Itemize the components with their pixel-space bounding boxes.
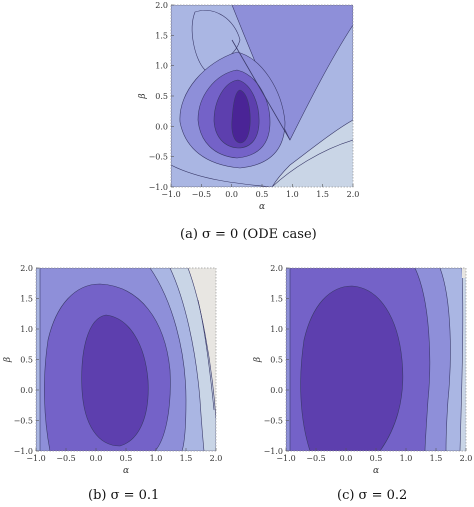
x-tick-label: 2.0: [347, 190, 360, 199]
y-tick-label: 2.0: [270, 264, 283, 273]
y-tick-label: 1.5: [20, 295, 33, 304]
y-axis-label: β: [3, 357, 13, 363]
x-tick-label: −1.0: [161, 190, 180, 199]
x-tick-label: 0.5: [370, 454, 383, 463]
y-tick-label: 0.5: [155, 92, 168, 101]
y-tick-label: 1.0: [20, 325, 33, 334]
y-axis-label: β: [253, 357, 263, 363]
y-tick-label: −0.5: [149, 153, 168, 162]
y-tick-label: −1.0: [264, 447, 283, 456]
y-tick-label: 1.5: [155, 31, 168, 40]
y-tick-label: 2.0: [155, 1, 168, 10]
caption-a: (a) σ = 0 (ODE case): [180, 227, 317, 242]
y-tick-label: 1.0: [155, 62, 168, 71]
contour-line: [231, 39, 291, 141]
y-tick-label: 1.5: [270, 295, 283, 304]
y-tick-label: 0.0: [20, 386, 33, 395]
contour-plot-b: [35, 267, 217, 452]
x-tick-label: −1.0: [26, 454, 45, 463]
contour-line: [197, 299, 215, 411]
contour-region: [81, 314, 149, 447]
contour-line: [271, 139, 353, 187]
y-tick-label: 0.5: [270, 356, 283, 365]
y-tick-label: −0.5: [14, 417, 33, 426]
x-axis-label: α: [123, 466, 129, 476]
y-tick-label: −0.5: [264, 417, 283, 426]
contour-plot-a: [170, 4, 354, 188]
x-tick-label: 0.0: [225, 190, 238, 199]
y-tick-label: −1.0: [14, 447, 33, 456]
x-tick-label: 2.0: [210, 454, 223, 463]
x-tick-label: 1.0: [286, 190, 299, 199]
x-tick-label: 0.5: [256, 190, 269, 199]
contour-line: [171, 164, 273, 187]
x-tick-label: 2.0: [460, 454, 473, 463]
x-axis-label: α: [259, 202, 265, 212]
x-tick-label: 1.0: [400, 454, 413, 463]
x-tick-label: 0.0: [90, 454, 103, 463]
x-tick-label: 1.5: [180, 454, 193, 463]
x-tick-label: −0.5: [56, 454, 75, 463]
x-tick-label: −0.5: [306, 454, 325, 463]
contour-region: [231, 89, 251, 144]
caption-b: (b) σ = 0.1: [88, 488, 160, 503]
axes-layer: −1.0 −0.5 0.0 0.5 1.0 1.5 2.0 −1.0 −0.5 0.0 0.5 1.0…: [3, 1, 472, 476]
x-tick-label: 1.5: [430, 454, 443, 463]
x-tick-label: 0.0: [340, 454, 353, 463]
x-tick-label: 0.5: [120, 454, 133, 463]
x-tick-label: −1.0: [276, 454, 295, 463]
x-axis-label: α: [373, 466, 379, 476]
y-tick-label: 0.0: [155, 122, 168, 131]
x-tick-label: −0.5: [192, 190, 211, 199]
contour-region: [300, 285, 404, 451]
x-tick-label: 1.5: [316, 190, 329, 199]
y-tick-label: 0.5: [20, 356, 33, 365]
contour-region: [462, 268, 466, 278]
caption-c: (c) σ = 0.2: [337, 488, 408, 503]
y-tick-label: −1.0: [149, 183, 168, 192]
y-tick-label: 1.0: [270, 325, 283, 334]
y-axis-label: β: [138, 93, 148, 99]
y-tick-label: 2.0: [20, 264, 33, 273]
contour-plot-c: [285, 267, 467, 452]
x-tick-label: 1.0: [150, 454, 163, 463]
y-tick-label: 0.0: [270, 386, 283, 395]
